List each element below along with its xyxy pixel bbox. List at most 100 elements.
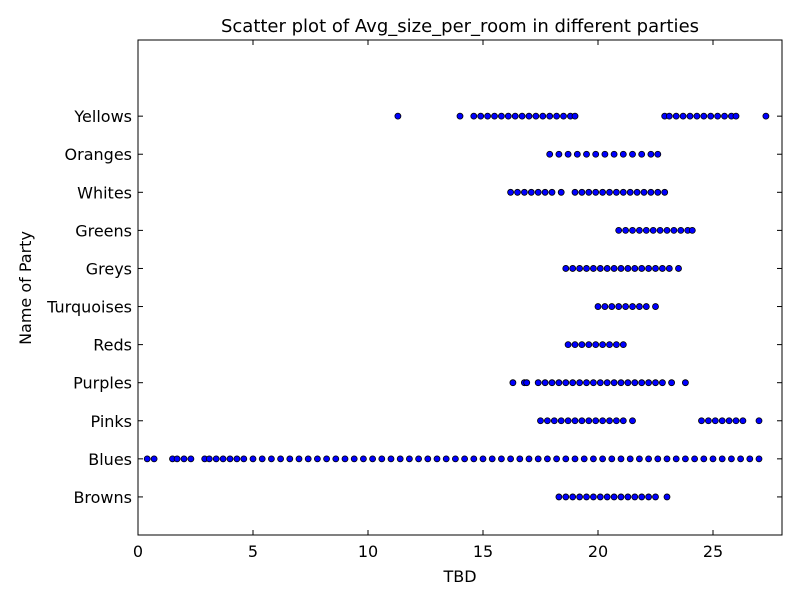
- y-tick-label: Whites: [77, 183, 132, 202]
- scatter-point: [755, 455, 763, 463]
- scatter-point: [578, 417, 586, 425]
- scatter-point: [592, 417, 600, 425]
- scatter-point: [619, 417, 627, 425]
- scatter-point: [645, 493, 652, 501]
- scatter-point: [636, 303, 643, 310]
- y-tick-label: Greens: [75, 221, 132, 240]
- scatter-point: [700, 455, 708, 463]
- y-tick-label: Reds: [93, 336, 132, 355]
- scatter-point: [562, 265, 570, 272]
- scatter-point: [504, 112, 512, 120]
- scatter-point: [562, 455, 570, 463]
- scatter-point: [573, 150, 581, 158]
- scatter-point: [659, 265, 666, 272]
- scatter-point: [557, 417, 565, 425]
- scatter-point: [599, 455, 606, 463]
- x-tick-label: 25: [703, 542, 723, 561]
- scatter-point: [638, 493, 646, 501]
- scatter-point: [619, 188, 627, 196]
- scatter-point: [665, 112, 673, 120]
- scatter-point: [631, 493, 639, 501]
- scatter-point: [590, 379, 597, 387]
- scatter-point: [698, 417, 705, 425]
- scatter-point: [569, 265, 577, 272]
- scatter-point: [576, 493, 583, 501]
- scatter-point: [240, 455, 248, 463]
- scatter-point: [150, 455, 158, 463]
- scatter-point: [341, 455, 349, 463]
- scatter-point: [629, 226, 636, 234]
- scatter-point: [672, 112, 680, 120]
- scatter-point: [594, 303, 602, 310]
- scatter-point: [578, 188, 586, 196]
- scatter-point: [652, 493, 659, 501]
- scatter-point: [615, 226, 623, 234]
- x-tick-label: 20: [588, 542, 608, 561]
- scatter-point: [714, 112, 721, 120]
- scatter-point: [546, 112, 554, 120]
- scatter-point: [617, 493, 625, 501]
- scatter-point: [562, 493, 570, 501]
- scatter-point: [548, 379, 556, 387]
- scatter-point: [656, 226, 664, 234]
- scatter-point: [590, 265, 597, 272]
- x-axis-label: TBD: [442, 567, 476, 586]
- scatter-point: [682, 455, 689, 463]
- scatter-point: [553, 455, 560, 463]
- scatter-point: [652, 265, 659, 272]
- scatter-point: [649, 226, 657, 234]
- scatter-point: [737, 455, 744, 463]
- scatter-point: [497, 455, 505, 463]
- scatter-point: [564, 417, 572, 425]
- scatter-point: [732, 112, 740, 120]
- scatter-point: [700, 112, 708, 120]
- scatter-point: [571, 417, 579, 425]
- scatter-point: [295, 455, 303, 463]
- scatter-point: [571, 341, 579, 349]
- scatter-point: [629, 417, 636, 425]
- scatter-point: [525, 112, 533, 120]
- scatter-point: [516, 455, 524, 463]
- scatter-point: [378, 455, 386, 463]
- scatter-point: [187, 455, 195, 463]
- scatter-point: [686, 112, 694, 120]
- y-axis-label: Name of Party: [16, 231, 35, 345]
- scatter-point: [661, 188, 669, 196]
- scatter-point: [585, 341, 593, 349]
- scatter-point: [647, 188, 655, 196]
- scatter-point: [617, 455, 625, 463]
- scatter-point: [173, 455, 181, 463]
- scatter-point: [537, 417, 544, 425]
- scatter-point: [721, 112, 728, 120]
- chart-title: Scatter plot of Avg_size_per_room in dif…: [221, 16, 699, 37]
- scatter-point: [640, 188, 648, 196]
- scatter-point: [509, 379, 517, 387]
- scatter-point: [596, 493, 604, 501]
- scatter-point: [679, 112, 687, 120]
- scatter-point: [636, 226, 643, 234]
- scatter-point: [143, 455, 151, 463]
- scatter-point: [267, 455, 275, 463]
- scatter-point: [592, 150, 600, 158]
- scatter-point: [654, 188, 662, 196]
- scatter-point: [359, 455, 367, 463]
- scatter-point: [725, 417, 733, 425]
- scatter-point: [550, 417, 558, 425]
- scatter-point: [539, 112, 547, 120]
- scatter-point: [544, 455, 551, 463]
- scatter-point: [541, 188, 549, 196]
- scatter-point: [583, 493, 590, 501]
- scatter-point: [675, 265, 682, 272]
- scatter-point: [615, 303, 623, 310]
- data-points: [143, 112, 770, 501]
- scatter-point: [654, 150, 662, 158]
- scatter-point: [629, 150, 636, 158]
- scatter-point: [405, 455, 413, 463]
- scatter-point: [691, 455, 698, 463]
- scatter-point: [534, 455, 542, 463]
- scatter-point: [555, 493, 563, 501]
- scatter-point: [608, 455, 616, 463]
- scatter-point: [571, 455, 579, 463]
- scatter-point: [596, 379, 604, 387]
